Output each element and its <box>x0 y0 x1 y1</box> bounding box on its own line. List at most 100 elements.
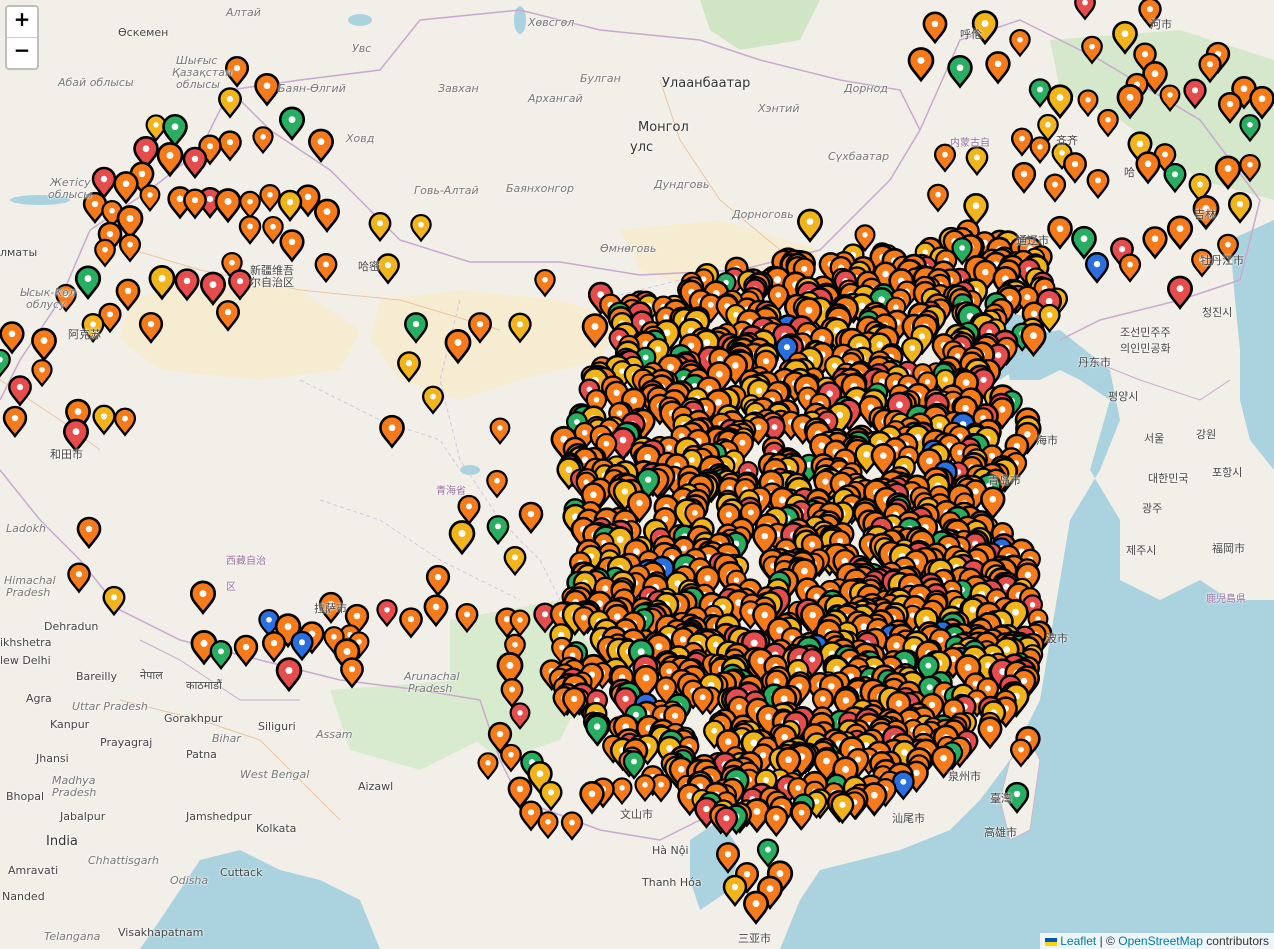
map-marker-icon[interactable] <box>410 214 432 243</box>
map-marker-icon[interactable] <box>1163 162 1187 194</box>
map-marker-icon[interactable] <box>1135 151 1161 185</box>
map-marker-icon[interactable] <box>1081 35 1103 65</box>
map-marker-icon[interactable] <box>933 143 957 173</box>
map-marker-icon[interactable] <box>927 183 949 213</box>
map-marker-icon[interactable] <box>1029 136 1051 165</box>
map-marker-icon[interactable] <box>1097 108 1119 138</box>
map-marker-icon[interactable] <box>1198 52 1222 84</box>
map-marker-icon[interactable] <box>489 417 511 445</box>
map-marker-icon[interactable] <box>1183 78 1207 110</box>
map-marker-icon[interactable] <box>214 188 242 224</box>
map-marker-icon[interactable] <box>81 313 105 344</box>
map-marker-icon[interactable] <box>715 842 741 874</box>
map-marker-icon[interactable] <box>1118 253 1142 283</box>
map-marker-icon[interactable] <box>209 640 233 671</box>
map-marker-icon[interactable] <box>477 752 499 781</box>
map-marker-icon[interactable] <box>579 781 605 815</box>
map-marker-icon[interactable] <box>2 405 28 439</box>
map-marker-icon[interactable] <box>534 268 556 298</box>
map-marker-icon[interactable] <box>922 11 948 45</box>
map-marker-icon[interactable] <box>218 87 242 119</box>
map-marker-icon[interactable] <box>262 215 284 245</box>
map-marker-icon[interactable] <box>425 564 451 597</box>
map-marker-icon[interactable] <box>139 184 161 212</box>
map-marker-icon[interactable] <box>1028 78 1052 108</box>
map-marker-icon[interactable] <box>1227 192 1253 224</box>
map-marker-icon[interactable] <box>1011 161 1037 194</box>
map-marker-icon[interactable] <box>421 385 445 415</box>
map-marker-icon[interactable] <box>262 631 286 663</box>
map-marker-icon[interactable] <box>1188 173 1212 204</box>
map-marker-icon[interactable] <box>340 657 364 689</box>
map-marker-icon[interactable] <box>76 516 102 550</box>
map-marker-icon[interactable] <box>634 774 656 803</box>
map-marker-icon[interactable] <box>259 184 281 213</box>
map-marker-icon[interactable] <box>1047 215 1073 250</box>
map-marker-icon[interactable] <box>183 188 207 220</box>
map-marker-icon[interactable] <box>797 208 823 243</box>
map-marker-icon[interactable] <box>1077 89 1099 118</box>
map-marker-icon[interactable] <box>308 128 334 163</box>
map-marker-icon[interactable] <box>444 329 472 365</box>
map-marker-icon[interactable] <box>118 233 142 263</box>
zoom-in-button[interactable]: + <box>7 7 37 38</box>
leaflet-link[interactable]: Leaflet <box>1060 934 1097 948</box>
map-marker-icon[interactable] <box>238 215 262 245</box>
map-marker-icon[interactable] <box>500 743 522 773</box>
map-marker-icon[interactable] <box>1112 20 1138 55</box>
map-marker-icon[interactable] <box>55 283 77 313</box>
map-marker-icon[interactable] <box>174 268 200 302</box>
map-marker-icon[interactable] <box>1191 248 1213 278</box>
map-marker-icon[interactable] <box>233 634 259 668</box>
map-marker-icon[interactable] <box>376 599 398 628</box>
map-marker-icon[interactable] <box>907 47 935 83</box>
map-marker-icon[interactable] <box>518 501 544 535</box>
map-marker-icon[interactable] <box>486 469 508 499</box>
map-marker-icon[interactable] <box>162 114 188 148</box>
map-marker-icon[interactable] <box>116 205 144 241</box>
map-marker-icon[interactable] <box>1071 225 1097 260</box>
map-marker-icon[interactable] <box>376 253 400 285</box>
map-marker-icon[interactable] <box>500 678 524 709</box>
map-marker-icon[interactable] <box>1116 84 1144 120</box>
map-marker-icon[interactable] <box>115 278 141 312</box>
map-marker-icon[interactable] <box>31 327 57 362</box>
map-marker-icon[interactable] <box>1046 84 1074 120</box>
map-marker-icon[interactable] <box>67 562 91 594</box>
map-marker-icon[interactable] <box>1217 92 1243 124</box>
map-marker-icon[interactable] <box>0 321 25 355</box>
map-marker-icon[interactable] <box>148 264 176 301</box>
map-marker-icon[interactable] <box>1214 155 1242 191</box>
map-marker-icon[interactable] <box>8 375 32 407</box>
map-marker-icon[interactable] <box>1074 0 1096 21</box>
map-marker-icon[interactable] <box>963 193 989 227</box>
map-marker-icon[interactable] <box>581 313 609 349</box>
map-marker-icon[interactable] <box>113 171 139 205</box>
map-marker-icon[interactable] <box>1138 0 1162 29</box>
map-marker-icon[interactable] <box>508 312 532 344</box>
map-marker-icon[interactable] <box>985 51 1011 85</box>
osm-link[interactable]: OpenStreetMap <box>1118 934 1203 948</box>
map-marker-icon[interactable] <box>790 801 813 831</box>
map-marker-icon[interactable] <box>891 770 915 801</box>
map-marker-icon[interactable] <box>423 594 449 628</box>
map-marker-icon[interactable] <box>854 224 876 253</box>
map-marker-icon[interactable] <box>1038 303 1061 334</box>
map-marker-icon[interactable] <box>1239 153 1261 183</box>
map-marker-icon[interactable] <box>486 515 510 546</box>
map-marker-icon[interactable] <box>399 607 423 639</box>
map-marker-icon[interactable] <box>278 106 306 142</box>
map-marker-icon[interactable] <box>977 716 1003 750</box>
map-marker-icon[interactable] <box>1159 84 1181 113</box>
map-marker-icon[interactable] <box>1086 169 1110 200</box>
map-marker-icon[interactable] <box>0 348 11 378</box>
map-marker-icon[interactable] <box>764 805 789 838</box>
map-marker-icon[interactable] <box>1063 152 1087 184</box>
map-marker-icon[interactable] <box>275 657 303 693</box>
map-marker-icon[interactable] <box>224 56 250 88</box>
map-marker-icon[interactable] <box>113 407 137 437</box>
map-marker-icon[interactable] <box>228 269 252 301</box>
map-marker-icon[interactable] <box>314 198 340 233</box>
